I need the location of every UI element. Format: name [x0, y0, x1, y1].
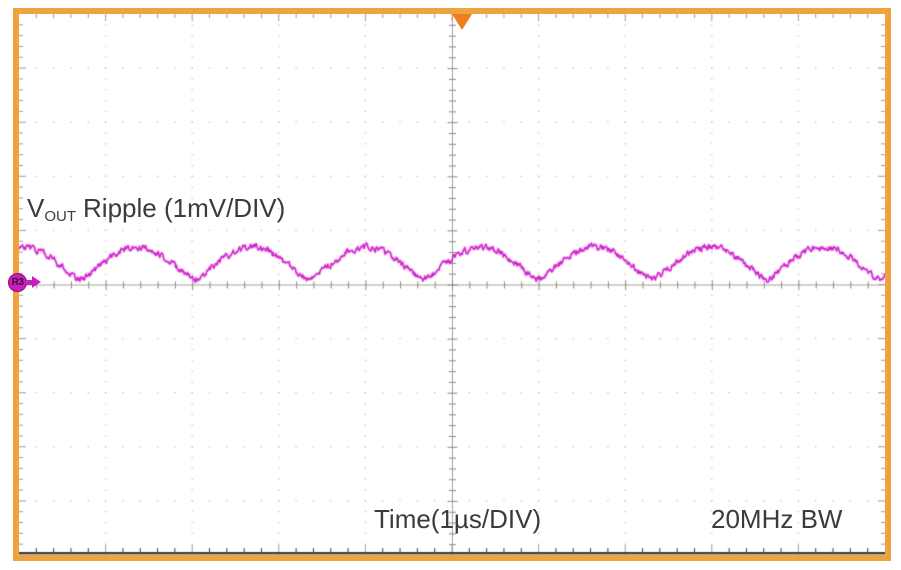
waveform-graticule-canvas	[19, 14, 885, 555]
ref-level-arrow-head-icon	[32, 276, 41, 288]
scope-frame	[13, 8, 891, 561]
vout-subscript: OUT	[44, 208, 77, 225]
vout-ripple-label: VOUT Ripple (1mV/DIV)	[27, 193, 285, 225]
vout-symbol: V	[27, 193, 45, 223]
trigger-position-marker-icon	[452, 14, 472, 30]
ref-level-arrow-icon	[26, 280, 32, 285]
time-scale-label: Time(1µs/DIV)	[374, 504, 542, 534]
bandwidth-label: 20MHz BW	[711, 504, 843, 534]
vout-scale-text: Ripple (1mV/DIV)	[83, 193, 286, 223]
ref-channel-badge: R3	[8, 273, 27, 292]
